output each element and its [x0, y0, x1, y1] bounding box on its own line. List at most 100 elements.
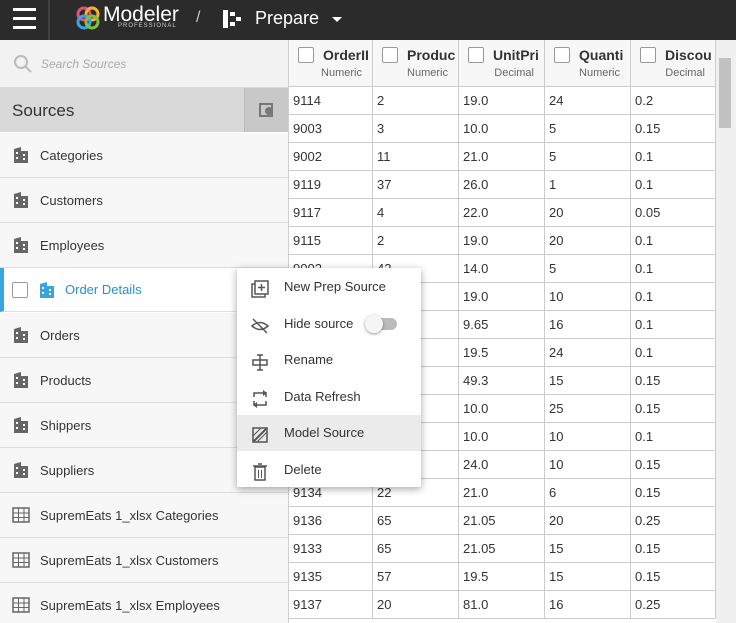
table-cell: 15	[545, 367, 631, 395]
menu-label: Hide source	[284, 315, 354, 331]
table-cell: 6	[545, 479, 631, 507]
source-label: Customers	[40, 192, 103, 208]
menu-item[interactable]: Delete	[237, 452, 421, 488]
source-icon-svg	[12, 507, 30, 523]
table-cell: 5	[545, 255, 631, 283]
dropdown-caret[interactable]	[331, 14, 343, 24]
table-cell: 0.15	[631, 395, 716, 423]
menu-icon-svg	[252, 427, 268, 443]
table-cell: 19.5	[459, 339, 545, 367]
table-cell: 9002	[289, 143, 373, 171]
scrollbar-thumb[interactable]	[719, 58, 731, 128]
toggle-knob	[365, 314, 383, 333]
column-type: Numeric	[407, 67, 448, 79]
column-header[interactable]: Produc Numeric	[373, 40, 459, 87]
table-cell: 81.0	[459, 591, 545, 619]
table-cell: 0.1	[631, 171, 716, 199]
table-cell: 22.0	[459, 199, 545, 227]
column-header[interactable]: UnitPri Decimal	[459, 40, 545, 87]
toggle-switch[interactable]	[365, 314, 397, 333]
table-cell: 3	[373, 115, 459, 143]
source-icon	[11, 505, 31, 528]
source-icon	[11, 145, 31, 168]
table-cell: 10.0	[459, 115, 545, 143]
scrollbar[interactable]	[716, 40, 736, 623]
source-item[interactable]: Employees	[0, 223, 288, 268]
table-cell: 10.0	[459, 423, 545, 451]
table-cell: 24	[545, 87, 631, 115]
table-cell: 11	[373, 143, 459, 171]
column-checkbox[interactable]	[554, 47, 570, 63]
logo-subtext: PROFESSIONAL	[118, 23, 177, 29]
menu-button[interactable]	[0, 0, 50, 40]
search-box[interactable]: Search Sources	[0, 40, 288, 88]
sources-title: Sources	[12, 101, 75, 120]
table-cell: 15	[545, 535, 631, 563]
section-title[interactable]: Prepare	[255, 8, 320, 28]
source-icon-svg	[14, 327, 28, 343]
menu-icon	[250, 277, 270, 298]
menu-item[interactable]: Model Source	[237, 415, 421, 451]
source-item[interactable]: SupremEats 1_xlsx Categories	[0, 493, 288, 538]
table-cell: 0.15	[631, 535, 716, 563]
table-cell: 0.1	[631, 339, 716, 367]
menu-item[interactable]: Hide source	[237, 306, 421, 342]
source-item[interactable]: Customers	[0, 178, 288, 223]
menu-icon-svg	[253, 389, 267, 408]
menu-icon	[250, 314, 270, 334]
source-icon	[11, 550, 31, 573]
table-cell: 25	[545, 395, 631, 423]
table-cell: 0.25	[631, 591, 716, 619]
table-cell: 9136	[289, 507, 373, 535]
table-cell: 9137	[289, 591, 373, 619]
column-checkbox[interactable]	[298, 47, 314, 63]
menu-label: Data Refresh	[284, 388, 361, 404]
source-label: Employees	[40, 237, 105, 253]
add-source-button[interactable]	[244, 88, 288, 132]
column-checkbox[interactable]	[640, 47, 656, 63]
table-cell: 20	[545, 227, 631, 255]
table-cell: 10	[545, 423, 631, 451]
table-cell: 4	[373, 199, 459, 227]
column-header[interactable]: OrderII Numeric	[289, 40, 373, 87]
column-name: UnitPri	[493, 47, 539, 63]
menu-label: Delete	[284, 461, 322, 477]
table-cell: 20	[373, 591, 459, 619]
source-icon-svg	[14, 237, 28, 253]
source-label: Products	[40, 372, 92, 388]
table-cell: 0.1	[631, 423, 716, 451]
source-label: SupremEats 1_xlsx Employees	[40, 597, 220, 613]
source-icon	[11, 235, 31, 258]
table-cell: 65	[373, 507, 459, 535]
source-icon	[11, 190, 31, 213]
menu-item[interactable]: Data Refresh	[237, 379, 421, 415]
column-header[interactable]: Discou Decimal	[631, 40, 716, 87]
table-cell: 0.15	[631, 479, 716, 507]
prepare-icon	[223, 10, 241, 28]
table-cell: 2	[373, 227, 459, 255]
column-checkbox[interactable]	[382, 47, 398, 63]
column-checkbox[interactable]	[468, 47, 484, 63]
table-cell: 0.15	[631, 451, 716, 479]
source-icon-svg	[14, 192, 28, 208]
table-cell: 21.0	[459, 479, 545, 507]
table-cell: 0.1	[631, 143, 716, 171]
table-cell: 19.0	[459, 283, 545, 311]
column-name: OrderII	[323, 47, 369, 63]
menu-label: New Prep Source	[284, 279, 386, 294]
menu-item[interactable]: Rename	[237, 342, 421, 378]
source-checkbox[interactable]	[12, 282, 28, 298]
table-cell: 0.1	[631, 255, 716, 283]
table-cell: 49.3	[459, 367, 545, 395]
menu-item[interactable]: New Prep Source	[237, 269, 421, 305]
source-item[interactable]: SupremEats 1_xlsx Employees	[0, 583, 288, 623]
source-item[interactable]: Categories	[0, 133, 288, 178]
table-cell: 21.05	[459, 507, 545, 535]
source-item[interactable]: SupremEats 1_xlsx Customers	[0, 538, 288, 583]
column-name: Discou	[665, 47, 712, 63]
table-cell: 15	[545, 563, 631, 591]
column-header[interactable]: Quanti Numeric	[545, 40, 631, 87]
table-cell: 65	[373, 535, 459, 563]
source-icon	[11, 325, 31, 348]
